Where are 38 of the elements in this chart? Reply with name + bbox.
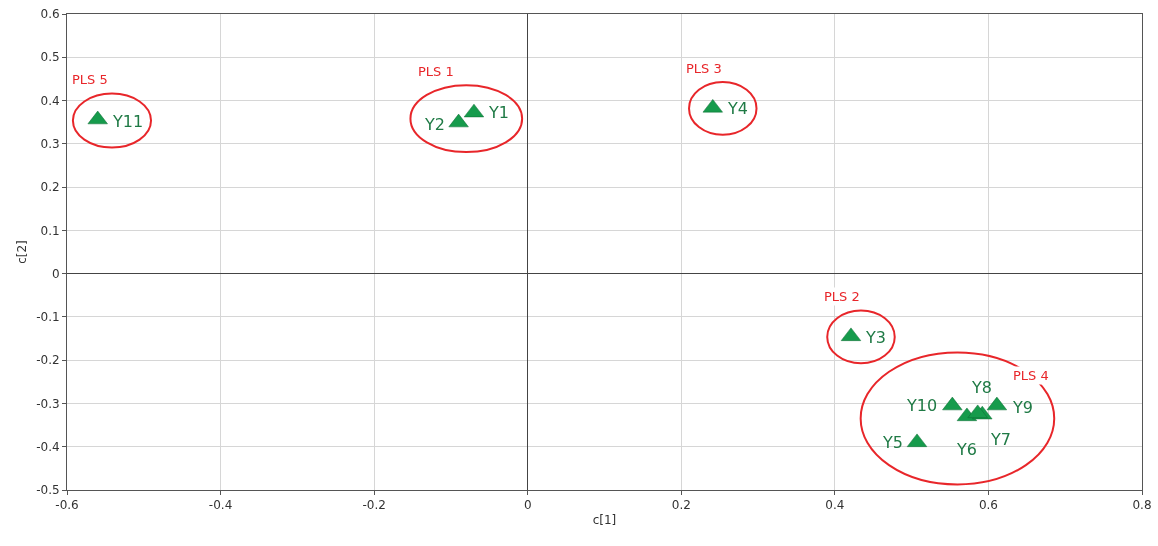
annotation: Y7 — [990, 430, 1011, 449]
annotation: Y8 — [971, 378, 992, 397]
annotation: Y1 — [488, 103, 509, 122]
y-tick-label: -0.2 — [36, 353, 60, 368]
x-axis-title: c[1] — [592, 513, 617, 528]
annotation: Y4 — [727, 99, 748, 118]
x-tick-label: -0.6 — [55, 498, 79, 513]
annotation: Y6 — [956, 440, 977, 459]
series-label: PLS 3 — [686, 61, 722, 76]
x-tick-label: 0.6 — [978, 498, 998, 513]
annotation: Y5 — [882, 433, 903, 452]
series-label: PLS 2 — [824, 289, 860, 304]
x-tick-label: -0.4 — [208, 498, 233, 513]
x-tick-label: 0.8 — [1132, 498, 1152, 513]
y-tick-label: 0.4 — [40, 93, 60, 108]
x-tick-label: 0.4 — [825, 498, 845, 513]
y-tick-label: 0.3 — [40, 137, 60, 152]
y-tick-label: 0.2 — [40, 180, 60, 195]
x-tick-label: -0.2 — [362, 498, 386, 513]
y-tick-label: 0.6 — [40, 7, 60, 22]
series-label: PLS 4 — [1013, 368, 1049, 383]
text: PLS 1 — [418, 64, 454, 79]
text: PLS 5 — [72, 72, 108, 87]
annotation: Y9 — [1012, 398, 1033, 417]
y-tick-label: -0.3 — [36, 396, 60, 411]
x-tick-label: 0.2 — [671, 498, 691, 513]
y-tick-label: 0.5 — [40, 50, 60, 65]
y-tick-label: 0.1 — [40, 223, 60, 238]
x-tick-label: 0 — [523, 498, 532, 513]
y-tick-label: 0 — [51, 266, 60, 281]
annotation: Y10 — [906, 396, 938, 415]
annotation: Y11 — [112, 112, 144, 131]
annotation: Y3 — [865, 328, 886, 347]
y-tick-label: -0.5 — [36, 483, 60, 498]
annotation: Y2 — [424, 115, 445, 134]
y-axis-title: c[2] — [15, 240, 30, 264]
y-tick-label: -0.4 — [36, 439, 60, 454]
y-tick-label: -0.1 — [36, 310, 60, 325]
